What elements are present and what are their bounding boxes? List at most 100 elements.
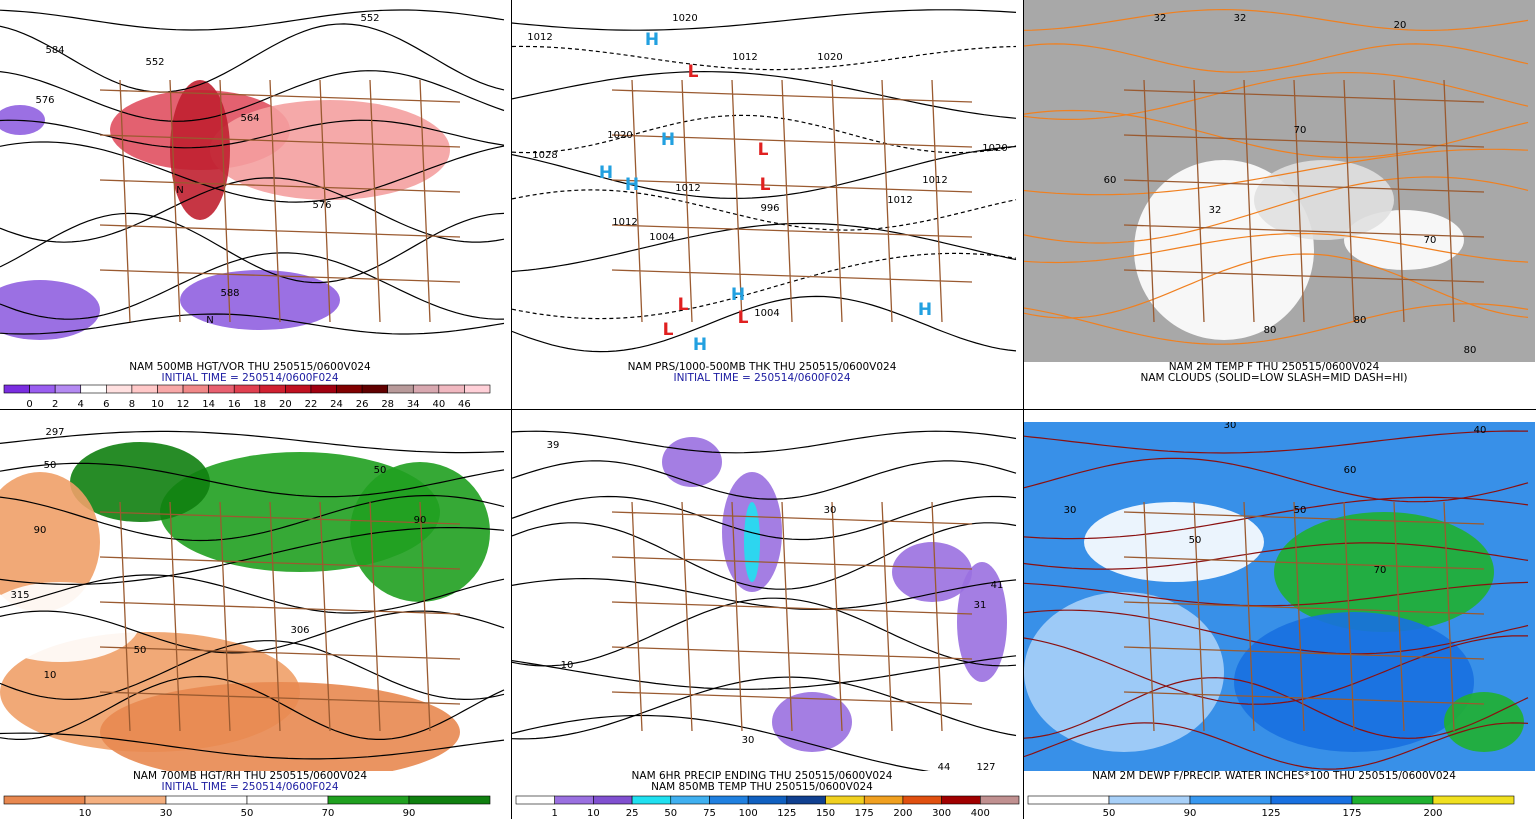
colorbar-box [327, 795, 410, 805]
map: 32 32 20 70 80 80 70 60 80 32 [1024, 0, 1535, 362]
colorbar-box [902, 795, 942, 805]
map-label: 50 [1189, 535, 1202, 546]
colorbar-label: 150 [816, 808, 835, 819]
contour [512, 252, 1017, 320]
colorbar-label: 200 [893, 808, 912, 819]
colorbar-box [106, 384, 133, 394]
colorbar-label: 175 [1342, 808, 1361, 819]
map-label: 20 [1394, 20, 1407, 31]
colorbar-box [709, 795, 749, 805]
colorbar-label: 125 [1261, 808, 1280, 819]
colorbar-label: 25 [626, 808, 639, 819]
map-label: 32 [1234, 13, 1247, 24]
colorbar-label: 90 [1184, 808, 1197, 819]
colorbar-box [408, 795, 491, 805]
colorbar-box [233, 384, 261, 394]
field-blob [1084, 502, 1264, 582]
field-blob [1444, 692, 1524, 752]
map-label: 80 [1264, 325, 1277, 336]
colorbar-box [670, 795, 710, 805]
map-label: H [625, 175, 639, 195]
field-blob [180, 270, 340, 330]
contour [1024, 722, 1529, 770]
state-lines [611, 79, 973, 323]
colorbar-label: 200 [1423, 808, 1442, 819]
contour [0, 732, 505, 760]
map-label: 80 [1354, 315, 1367, 326]
colorbar-box [825, 795, 865, 805]
colorbar-label: 50 [241, 808, 254, 819]
panel: 552 584 576 552 564 576 588 N N NAM 500MB HGT/VOR… [0, 0, 511, 410]
contour [512, 189, 1017, 231]
colorbar-box [515, 795, 555, 805]
map-label: L [663, 320, 674, 340]
field-blob [772, 692, 852, 752]
colorbar-box [182, 384, 209, 394]
field-blob [170, 80, 230, 220]
contour [1024, 176, 1529, 244]
contour [512, 430, 1017, 454]
contour [512, 522, 1017, 590]
panel: 39 44 127 31 30 41 30 10 NAM 6HR PRECIP ENDING T… [512, 422, 1023, 819]
contour [1024, 148, 1529, 196]
state-lines [611, 501, 973, 732]
map-label: 576 [312, 200, 331, 211]
map-label: 50 [134, 645, 147, 656]
map-label: 31 [974, 600, 987, 611]
map-label: 90 [414, 515, 427, 526]
colorbar-label: 1 [552, 808, 558, 819]
colorbar-label: 0 [26, 399, 32, 410]
contour [0, 70, 505, 122]
colorbar-label: 12 [177, 399, 190, 410]
map-label: 552 [145, 57, 164, 68]
colorbar-box [336, 384, 363, 394]
colorbar-box [412, 384, 440, 394]
contour [1024, 609, 1529, 655]
field-blob [892, 542, 972, 602]
caption: NAM 500MB HGT/VOR THU 250515/0600V024 [129, 361, 371, 373]
colorbar-box [361, 384, 388, 394]
contour [512, 9, 1017, 31]
map-label: 50 [374, 465, 387, 476]
map-label: 10 [561, 660, 574, 671]
colorbar-label: 50 [664, 808, 677, 819]
colorbar-box [863, 795, 904, 805]
map-label: 90 [34, 525, 47, 536]
state-lines [1123, 501, 1485, 732]
field-blob [1254, 160, 1394, 240]
contour [0, 494, 505, 542]
map-label: 32 [1209, 205, 1222, 216]
map-label: 588 [220, 288, 239, 299]
colorbar-box [80, 384, 107, 394]
caption: NAM 850MB TEMP THU 250515/0600V024 [651, 781, 873, 793]
map-label: 50 [44, 460, 57, 471]
caption: INITIAL TIME = 250514/0600F024 [673, 372, 850, 384]
caption: INITIAL TIME = 250514/0600F024 [161, 781, 338, 793]
colorbar-label: 24 [330, 399, 343, 410]
map-label: L [758, 140, 769, 160]
colorbar-label: 46 [458, 399, 471, 410]
contour [0, 574, 505, 614]
colorbar-box [387, 384, 414, 394]
map-label: 44 [938, 762, 951, 773]
map-label: 41 [991, 580, 1004, 591]
contour [512, 295, 1017, 353]
map-label: 10 [44, 670, 57, 681]
caption: NAM 700MB HGT/RH THU 250515/0600V024 [133, 770, 367, 782]
map-label: 1012 [922, 175, 947, 186]
map: 552 584 576 552 564 576 588 N N [0, 0, 511, 362]
map-label: 564 [240, 113, 259, 124]
field-blob [957, 562, 1007, 682]
colorbar-box [259, 384, 286, 394]
map-label: 127 [976, 762, 995, 773]
contour [0, 462, 505, 498]
caption: NAM 6HR PRECIP ENDING THU 250515/0600V02… [632, 770, 893, 782]
contour [0, 212, 505, 284]
contour [1024, 43, 1529, 73]
colorbar-box [310, 384, 337, 394]
colorbar-box [786, 795, 826, 805]
colorbar-box [29, 384, 56, 394]
field-blob [0, 472, 100, 612]
map-label: 584 [45, 45, 64, 56]
